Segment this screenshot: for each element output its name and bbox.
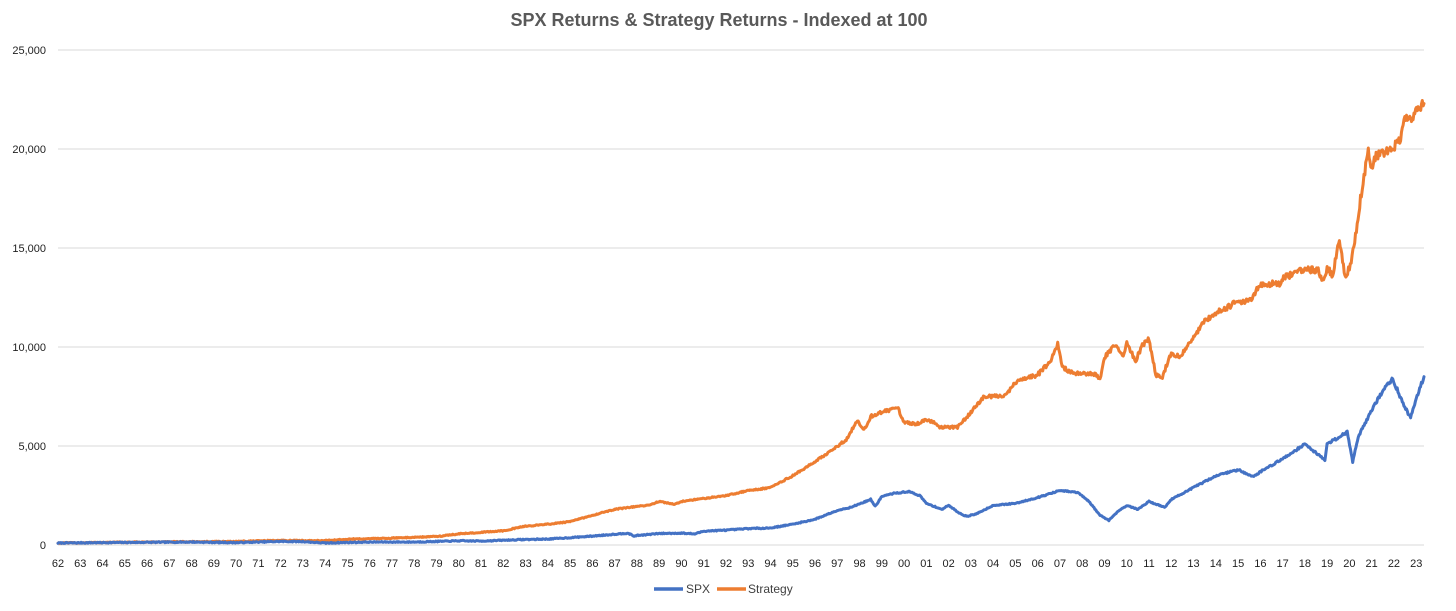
x-tick-label: 90 bbox=[675, 558, 687, 570]
y-tick-label: 10,000 bbox=[12, 342, 46, 354]
x-tick-label: 00 bbox=[898, 558, 910, 570]
x-tick-label: 69 bbox=[208, 558, 220, 570]
x-tick-label: 97 bbox=[831, 558, 843, 570]
x-tick-label: 70 bbox=[230, 558, 242, 570]
series-line-spx bbox=[56, 375, 1426, 545]
x-tick-label: 80 bbox=[453, 558, 465, 570]
x-tick-label: 65 bbox=[119, 558, 131, 570]
x-tick-label: 08 bbox=[1076, 558, 1088, 570]
y-tick-label: 25,000 bbox=[12, 45, 46, 57]
x-tick-label: 78 bbox=[408, 558, 420, 570]
series-line-strategy bbox=[56, 99, 1426, 545]
y-axis-ticks: 0 5,000 10,000 15,000 20,000 25,000 bbox=[12, 45, 46, 552]
x-tick-label: 75 bbox=[341, 558, 353, 570]
x-tick-label: 02 bbox=[943, 558, 955, 570]
legend: SPX Strategy bbox=[654, 582, 793, 596]
x-tick-label: 10 bbox=[1121, 558, 1133, 570]
y-tick-label: 5,000 bbox=[18, 441, 46, 453]
x-tick-label: 66 bbox=[141, 558, 153, 570]
x-tick-label: 91 bbox=[698, 558, 710, 570]
x-tick-label: 94 bbox=[764, 558, 776, 570]
x-tick-label: 99 bbox=[876, 558, 888, 570]
x-tick-label: 63 bbox=[74, 558, 86, 570]
x-tick-label: 21 bbox=[1366, 558, 1378, 570]
x-tick-label: 04 bbox=[987, 558, 999, 570]
legend-label-strategy: Strategy bbox=[748, 582, 793, 596]
x-tick-label: 05 bbox=[1009, 558, 1021, 570]
x-tick-label: 82 bbox=[497, 558, 509, 570]
x-tick-label: 11 bbox=[1143, 558, 1154, 570]
x-tick-label: 86 bbox=[586, 558, 598, 570]
legend-label-spx: SPX bbox=[686, 582, 710, 596]
x-tick-label: 22 bbox=[1388, 558, 1400, 570]
x-tick-label: 16 bbox=[1254, 558, 1266, 570]
series-lines bbox=[56, 99, 1426, 545]
x-tick-label: 18 bbox=[1299, 558, 1311, 570]
x-tick-label: 64 bbox=[96, 558, 108, 570]
x-tick-label: 23 bbox=[1410, 558, 1422, 570]
x-tick-label: 76 bbox=[364, 558, 376, 570]
x-tick-label: 09 bbox=[1098, 558, 1110, 570]
x-tick-label: 03 bbox=[965, 558, 977, 570]
x-tick-label: 79 bbox=[430, 558, 442, 570]
x-tick-label: 17 bbox=[1276, 558, 1288, 570]
x-tick-label: 15 bbox=[1232, 558, 1244, 570]
chart-title: SPX Returns & Strategy Returns - Indexed… bbox=[510, 10, 927, 30]
x-tick-label: 85 bbox=[564, 558, 576, 570]
x-tick-label: 77 bbox=[386, 558, 398, 570]
x-tick-label: 71 bbox=[252, 558, 264, 570]
x-tick-label: 20 bbox=[1343, 558, 1355, 570]
x-tick-label: 07 bbox=[1054, 558, 1066, 570]
x-tick-label: 88 bbox=[631, 558, 643, 570]
x-tick-label: 06 bbox=[1032, 558, 1044, 570]
x-tick-label: 72 bbox=[275, 558, 287, 570]
y-tick-label: 0 bbox=[40, 540, 46, 552]
x-tick-label: 12 bbox=[1165, 558, 1177, 570]
gridlines bbox=[58, 49, 1424, 546]
y-tick-label: 20,000 bbox=[12, 144, 46, 156]
x-tick-label: 93 bbox=[742, 558, 754, 570]
x-tick-label: 83 bbox=[519, 558, 531, 570]
x-tick-label: 67 bbox=[163, 558, 175, 570]
x-tick-label: 19 bbox=[1321, 558, 1333, 570]
y-tick-label: 15,000 bbox=[12, 243, 46, 255]
x-tick-label: 89 bbox=[653, 558, 665, 570]
x-axis-ticks: 62 63 64 65 66 67 68 69 70 71 72 73 74 75 76 77 78 79 80 81… bbox=[52, 558, 1422, 570]
x-tick-label: 81 bbox=[475, 558, 487, 570]
x-tick-label: 13 bbox=[1187, 558, 1199, 570]
x-tick-label: 98 bbox=[853, 558, 865, 570]
x-tick-label: 96 bbox=[809, 558, 821, 570]
x-tick-label: 74 bbox=[319, 558, 331, 570]
x-tick-label: 95 bbox=[787, 558, 799, 570]
x-tick-label: 73 bbox=[297, 558, 309, 570]
x-tick-label: 62 bbox=[52, 558, 64, 570]
x-tick-label: 84 bbox=[542, 558, 554, 570]
x-tick-label: 68 bbox=[185, 558, 197, 570]
x-tick-label: 01 bbox=[920, 558, 932, 570]
x-tick-label: 92 bbox=[720, 558, 732, 570]
x-tick-label: 14 bbox=[1210, 558, 1222, 570]
x-tick-label: 87 bbox=[609, 558, 621, 570]
